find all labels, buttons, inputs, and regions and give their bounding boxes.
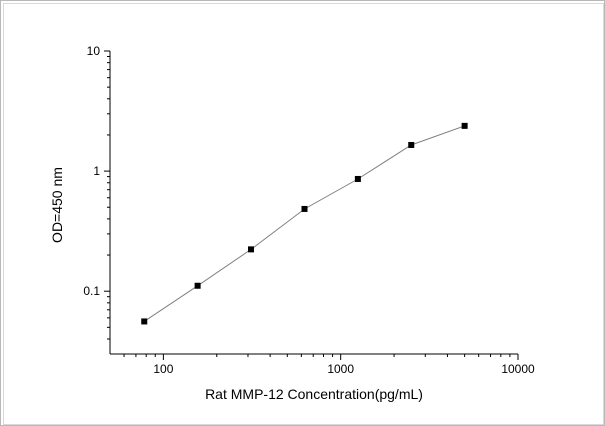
data-point (354, 175, 361, 182)
data-point (461, 122, 468, 129)
data-point (301, 205, 308, 212)
y-tick-label: 0.1 (83, 284, 100, 298)
data-point (141, 318, 148, 325)
series-line (143, 125, 465, 322)
data-point (408, 141, 415, 148)
y-tick-label: 10 (87, 44, 101, 58)
data-point (194, 282, 201, 289)
x-axis-title: Rat MMP-12 Concentration(pg/mL) (205, 386, 423, 402)
data-point (247, 246, 254, 253)
x-tick-label: 100 (153, 362, 173, 376)
axes: 100 1000 10000 0.1 1 10 (83, 44, 535, 376)
plot-area (141, 122, 468, 325)
y-tick-label: 1 (93, 164, 100, 178)
x-tick-label: 10000 (501, 362, 535, 376)
x-tick-label: 1000 (327, 362, 354, 376)
y-axis-title: OD=450 nm (49, 167, 65, 243)
chart-frame-inner (3, 3, 604, 425)
